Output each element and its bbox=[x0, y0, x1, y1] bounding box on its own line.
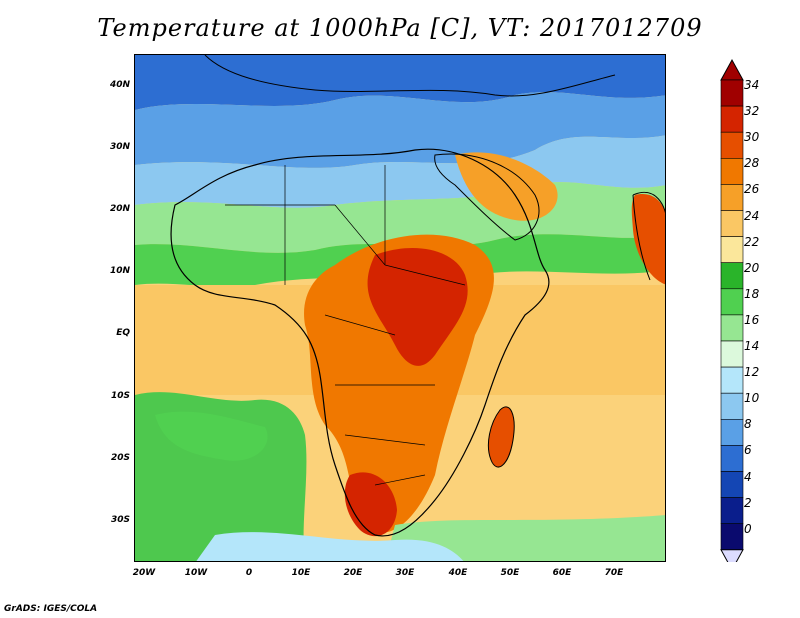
mediterranean-region bbox=[135, 92, 665, 168]
india-warm bbox=[631, 194, 665, 285]
colorbar-label: 6 bbox=[744, 443, 752, 458]
colorbar-label: 2 bbox=[744, 495, 752, 510]
colorbar-cells bbox=[720, 58, 744, 562]
lon-label-0: 0 bbox=[245, 568, 253, 578]
europe-coastline bbox=[204, 55, 616, 97]
lat-label-20n: 20N bbox=[109, 204, 130, 214]
colorbar-cell bbox=[720, 158, 744, 185]
colorbar-cell bbox=[720, 366, 744, 394]
colorbar-cell bbox=[720, 418, 744, 446]
lon-label-60e: 60E bbox=[552, 568, 572, 578]
credit-text: GrADS: IGES/COLA bbox=[4, 604, 98, 614]
lon-label-70e: 70E bbox=[604, 568, 624, 578]
lon-label-50e: 50E bbox=[500, 568, 520, 578]
lat-label-10n: 10N bbox=[109, 266, 130, 276]
colorbar-label: 4 bbox=[744, 469, 752, 484]
lon-label-20w: 20W bbox=[132, 568, 156, 578]
colorbar-cell bbox=[720, 105, 744, 133]
colorbar-cell bbox=[720, 392, 744, 420]
colorbar-label: 24 bbox=[744, 208, 760, 223]
colorbar-label: 20 bbox=[744, 260, 760, 275]
lon-label-40e: 40E bbox=[448, 568, 468, 578]
colorbar-label: 28 bbox=[744, 156, 760, 171]
colorbar-label: 30 bbox=[744, 130, 760, 145]
europe-region bbox=[135, 55, 665, 110]
lat-label-30n: 30N bbox=[109, 142, 130, 152]
colorbar-label: 0 bbox=[744, 521, 752, 536]
madagascar-coastline bbox=[487, 406, 515, 468]
colorbar-label: 14 bbox=[744, 339, 760, 353]
arabia-coastline bbox=[434, 153, 540, 241]
madagascar bbox=[488, 406, 515, 468]
colorbar-cell bbox=[720, 184, 744, 211]
east-africa-hottest bbox=[367, 247, 468, 366]
colorbar-label: 16 bbox=[744, 312, 760, 327]
country-borders bbox=[225, 165, 466, 486]
south-africa-hot bbox=[344, 472, 397, 537]
lon-label-20e: 20E bbox=[343, 568, 363, 578]
lon-label-10e: 10E bbox=[291, 568, 311, 578]
africa-coastline bbox=[170, 148, 550, 537]
colorbar-under-triangle bbox=[720, 549, 744, 562]
colorbar-over-triangle bbox=[720, 58, 744, 81]
colorbar-cell bbox=[720, 236, 744, 264]
colorbar-label: 18 bbox=[744, 286, 760, 301]
temperature-map bbox=[134, 54, 666, 562]
colorbar-cell bbox=[720, 445, 744, 472]
lat-label-30s: 30S bbox=[110, 515, 130, 525]
lat-label-40n: 40N bbox=[109, 80, 130, 90]
arabia-warm bbox=[455, 152, 558, 221]
map-title: Temperature at 1000hPa [C], VT: 20170127… bbox=[97, 14, 703, 42]
north-africa-cold bbox=[135, 135, 665, 208]
colorbar bbox=[720, 58, 744, 562]
india-coastline bbox=[632, 191, 665, 281]
colorbar-cell bbox=[720, 471, 744, 498]
colorbar-cell bbox=[720, 523, 744, 551]
colorbar-label: 12 bbox=[744, 365, 760, 380]
colorbar-cell bbox=[720, 288, 744, 316]
lon-label-10w: 10W bbox=[184, 568, 208, 578]
colorbar-label: 26 bbox=[744, 182, 760, 197]
colorbar-label: 8 bbox=[744, 417, 752, 432]
colorbar-label: 22 bbox=[744, 234, 760, 249]
colorbar-label: 32 bbox=[744, 104, 760, 119]
south-atlantic-inner bbox=[155, 411, 268, 461]
colorbar-cell bbox=[720, 131, 744, 159]
colorbar-cell bbox=[720, 79, 744, 107]
colorbar-cell bbox=[720, 262, 744, 290]
colorbar-cell bbox=[720, 210, 744, 237]
lat-label-10s: 10S bbox=[110, 391, 130, 401]
colorbar-cell bbox=[720, 340, 744, 368]
colorbar-cell bbox=[720, 314, 744, 342]
colorbar-cell bbox=[720, 497, 744, 525]
lat-label-eq: EQ bbox=[116, 328, 130, 338]
southern-indian-ocean bbox=[385, 515, 665, 561]
colorbar-label: 10 bbox=[744, 391, 760, 406]
lat-label-20s: 20S bbox=[110, 453, 130, 463]
lon-label-30e: 30E bbox=[395, 568, 415, 578]
map-canvas bbox=[135, 55, 665, 561]
southern-ocean-cool bbox=[196, 532, 464, 561]
colorbar-label: 34 bbox=[744, 78, 760, 92]
